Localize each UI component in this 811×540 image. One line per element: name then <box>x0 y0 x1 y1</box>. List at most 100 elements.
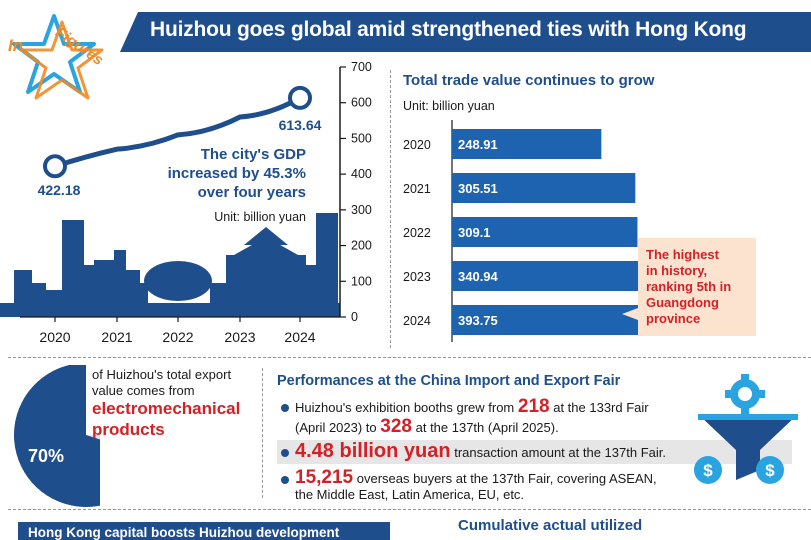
skyline-building <box>140 283 148 317</box>
gear-icon <box>725 374 765 414</box>
skyline-building <box>306 265 316 317</box>
dollar-coin-icon: $ $ <box>694 456 784 484</box>
trade-bar <box>452 217 638 247</box>
fair-bullet3-line1: 15,215 overseas buyers at the 137th Fair… <box>295 467 657 489</box>
pie-percent-label: 70% <box>28 446 65 466</box>
y-tick-label: 600 <box>351 96 372 110</box>
x-tick-label: 2020 <box>39 329 70 345</box>
footer-divider <box>8 509 811 510</box>
export-highlight1: electromechanical <box>92 399 241 418</box>
trade-bar-value-label: 340.94 <box>458 269 499 284</box>
export-fair-divider <box>262 368 263 498</box>
export-line2: value comes from <box>92 383 195 398</box>
x-tick-label: 2024 <box>284 329 315 345</box>
skyline-pagoda-roof <box>234 237 298 255</box>
gdp-point-label: 422.18 <box>38 182 81 198</box>
trade-bar <box>452 305 655 335</box>
star-icon <box>12 14 104 100</box>
svg-text:$: $ <box>703 461 713 480</box>
y-tick-label: 100 <box>351 274 372 288</box>
trade-callout-line5: province <box>646 311 701 326</box>
trade-bar <box>452 173 636 203</box>
svg-text:$: $ <box>765 461 775 480</box>
fair-b2-num: 4.48 billion yuan <box>295 440 451 462</box>
gdp-series-line <box>52 95 303 169</box>
y-tick-label: 200 <box>351 239 372 253</box>
x-tick-label: 2021 <box>101 329 132 345</box>
fair-b1-num1: 218 <box>517 396 550 417</box>
fair-title: Performances at the China Import and Exp… <box>277 373 621 389</box>
export-pie-chart <box>14 365 100 507</box>
trade-bar-value-label: 248.91 <box>458 137 498 152</box>
footer-right-title: Cumulative actual utilized <box>458 517 643 534</box>
fair-b1-line2-post: at the 137th (April 2025). <box>415 420 559 435</box>
bullet-dot <box>281 404 289 412</box>
trade-bar-value-label: 305.51 <box>458 181 498 196</box>
pie-cutout <box>86 365 100 435</box>
export-highlight2: products <box>92 420 165 439</box>
trade-unit: Unit: billion yuan <box>403 99 495 113</box>
trade-bar-value-label: 309.1 <box>458 225 491 240</box>
y-tick-label: 400 <box>351 167 372 181</box>
trade-callout-bubble <box>622 238 756 336</box>
x-tick-label: 2023 <box>224 329 255 345</box>
trade-year-label: 2024 <box>403 314 431 328</box>
skyline-building <box>94 260 114 317</box>
trade-callout-line1: The highest <box>646 247 719 262</box>
gdp-caption-line1: The city's GDP <box>200 146 306 163</box>
trade-callout-line3: ranking 5th in <box>646 279 732 294</box>
fair-bullet3-line2: the Middle East, Latin America, EU, etc. <box>295 487 525 502</box>
y-tick-label: 700 <box>351 60 372 74</box>
skyline-pagoda-roof <box>244 227 288 245</box>
x-tick-label: 2022 <box>162 329 193 345</box>
y-tick-label: 0 <box>351 310 358 324</box>
trade-bar <box>452 129 602 159</box>
skyline-ground <box>0 303 340 317</box>
bullet-dot <box>281 449 289 457</box>
fair-b1-mid: at the 133rd Fair <box>553 400 649 415</box>
trade-callout-line2: in history, <box>646 263 708 278</box>
trade-year-label: 2020 <box>403 138 431 152</box>
trade-title: Total trade value continues to grow <box>403 72 655 89</box>
skyline-building <box>316 213 338 317</box>
funnel-icon: $ $ <box>694 374 798 484</box>
fair-bullet1-line2: (April 2023) to 328 at the 137th (April … <box>295 416 559 438</box>
skyline-building <box>84 265 94 317</box>
trade-bar-value-label: 393.75 <box>458 313 498 328</box>
trade-year-label: 2022 <box>403 226 431 240</box>
skyline-building <box>114 250 126 317</box>
skyline-building <box>62 220 84 317</box>
gdp-data-point <box>288 85 312 110</box>
gdp-point-label: 613.64 <box>279 117 322 133</box>
trade-year-label: 2023 <box>403 270 431 284</box>
skyline-illustration <box>0 213 340 317</box>
vertical-divider <box>390 70 391 348</box>
fair-bullet2: 4.48 billion yuan transaction amount at … <box>295 440 666 463</box>
trade-chart: 2020 248.91 2021 305.51 2022 309.1 2023 340.94 2… <box>403 120 655 342</box>
gdp-data-point <box>43 154 67 179</box>
footer-left-banner <box>18 522 390 540</box>
gdp-caption-line2: increased by 45.3% <box>167 165 306 182</box>
page-title: Huizhou goes global amid strengthened ti… <box>150 18 747 41</box>
y-tick-label: 500 <box>351 131 372 145</box>
fair-bullet1-line1: Huizhou's exhibition booths grew from 21… <box>295 396 649 418</box>
in-figures-badge <box>2 8 120 108</box>
fair-b3-text: overseas buyers at the 137th Fair, cover… <box>356 471 657 486</box>
trade-year-label: 2021 <box>403 182 431 196</box>
bullet-dot <box>281 476 289 484</box>
fair-b1-pre: Huizhou's exhibition booths grew from <box>295 400 515 415</box>
fair-b3-num: 15,215 <box>295 467 354 488</box>
gdp-caption-line3: over four years <box>197 184 306 201</box>
y-tick-label: 300 <box>351 203 372 217</box>
skyline-stadium <box>144 261 212 301</box>
pie-slice-main <box>14 365 100 507</box>
trade-callout-line4: Guangdong <box>646 295 719 310</box>
trade-bar <box>452 261 655 291</box>
gdp-chart: 0 100 200 300 400 500 600 700 2020 2021 2022 2023 20… <box>0 60 372 345</box>
fair-b2-text: transaction amount at the 137th Fair. <box>454 445 666 460</box>
footer-left-title: Hong Kong capital boosts Huizhou develop… <box>28 525 340 540</box>
badge-label-in: In <box>8 36 24 55</box>
gdp-unit: Unit: billion yuan <box>214 210 306 224</box>
horizontal-divider <box>8 357 811 358</box>
export-line1: of Huizhou's total export <box>92 367 232 382</box>
